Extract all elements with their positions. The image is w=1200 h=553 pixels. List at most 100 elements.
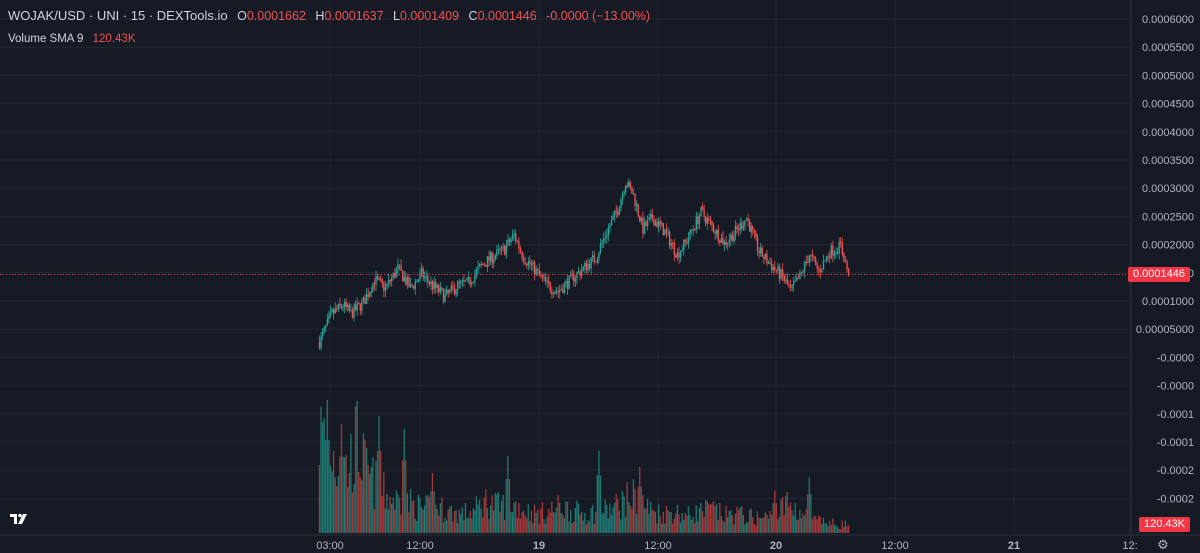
candle-body	[615, 210, 617, 212]
volume-bar	[350, 434, 352, 533]
volume-bar	[447, 509, 449, 533]
volume-bar	[474, 510, 476, 533]
candle-body	[402, 270, 404, 282]
candle-body	[392, 272, 394, 278]
candle-body	[318, 341, 321, 349]
volume-bar	[764, 512, 766, 533]
time-tick-label: 20	[770, 540, 782, 552]
candle-body	[705, 216, 707, 224]
candle-body	[697, 216, 699, 224]
volume-bar	[321, 422, 324, 533]
volume-bar	[405, 460, 407, 533]
price-tick-label: 0.0004000	[1142, 127, 1194, 139]
candle-body	[599, 244, 602, 254]
volume-bar	[458, 510, 460, 533]
volume-bar	[684, 513, 686, 533]
candle-body	[375, 276, 377, 285]
volume-bar	[579, 514, 581, 533]
candle-body	[348, 304, 351, 311]
volume-bar	[441, 497, 443, 533]
candle-body	[500, 246, 503, 250]
candle-body	[444, 294, 446, 302]
candle-body	[532, 262, 534, 265]
volume-bar	[670, 512, 672, 533]
candle-body	[783, 275, 785, 281]
volume-bar	[722, 520, 724, 533]
candle-body	[431, 281, 434, 290]
candle-body	[657, 221, 660, 228]
candle-body	[777, 266, 779, 271]
volume-bar	[624, 517, 627, 533]
candle-body	[381, 279, 383, 283]
candle-body	[716, 229, 718, 235]
candle-body	[720, 237, 723, 243]
volume-bar	[422, 509, 424, 533]
candle-body	[700, 206, 702, 216]
volume-bar	[444, 517, 446, 533]
volume-bar	[485, 489, 487, 533]
candle-body	[626, 185, 628, 187]
time-tick-label: 03:00	[316, 540, 344, 552]
close-label: C	[468, 9, 478, 23]
volume-bar	[756, 511, 759, 533]
volume-bar	[442, 522, 445, 533]
candle-body	[543, 277, 545, 279]
candle-body	[813, 256, 815, 259]
volume-legend[interactable]: Volume SMA 9 120.43K	[8, 31, 656, 47]
volume-bar	[748, 509, 751, 533]
candle-body	[505, 245, 508, 255]
candle-body	[497, 249, 500, 251]
candle-body	[433, 281, 435, 290]
volume-bar	[679, 522, 682, 533]
candle-body	[595, 261, 597, 263]
candle-body	[576, 272, 578, 279]
candle-body	[585, 262, 588, 271]
candle-body	[475, 269, 478, 275]
volume-bar	[466, 518, 468, 533]
volume-bar	[711, 503, 713, 533]
volume-bar	[580, 511, 583, 533]
volume-bar	[389, 496, 391, 533]
volume-bar	[653, 510, 655, 533]
candle-body	[814, 258, 817, 264]
candle-body	[591, 255, 594, 258]
volume-bar	[634, 488, 636, 533]
volume-bar	[392, 497, 394, 533]
candle-body	[587, 263, 589, 271]
volume-bar	[821, 523, 823, 533]
settings-gear-icon[interactable]: ⚙	[1157, 537, 1169, 552]
volume-bar	[786, 491, 788, 533]
candle-body	[378, 278, 380, 280]
volume-bar	[574, 507, 577, 533]
time-tick-label: 12:	[1122, 540, 1137, 552]
candle-body	[391, 277, 393, 282]
candle-body	[676, 252, 679, 258]
candle-body	[791, 285, 793, 288]
volume-bar	[585, 524, 587, 533]
volume-bar	[686, 515, 688, 533]
candle-body	[334, 308, 336, 314]
volume-bar	[504, 519, 506, 533]
volume-bar	[584, 512, 586, 533]
volume-bar	[827, 525, 829, 533]
volume-bar	[378, 415, 380, 533]
volume-bar	[511, 512, 514, 533]
volume-bar	[568, 521, 570, 533]
volume-bar	[651, 509, 653, 533]
volume-bar	[703, 516, 705, 533]
candle-body	[794, 280, 796, 282]
candle-body	[511, 234, 514, 240]
symbol-title[interactable]: WOJAK/USD · UNI · 15 · DEXTools.io	[8, 8, 228, 23]
candle-body	[722, 237, 724, 245]
high-value: 0.0001637	[324, 9, 384, 23]
tradingview-logo-icon[interactable]	[6, 505, 32, 531]
candle-body	[628, 182, 630, 187]
volume-bar	[720, 516, 723, 533]
time-axis[interactable]	[0, 535, 1200, 553]
candle-body	[827, 256, 829, 258]
volume-bar	[347, 487, 349, 533]
volume-bar	[359, 477, 361, 533]
volume-bar	[386, 494, 388, 533]
volume-bar	[687, 506, 690, 533]
